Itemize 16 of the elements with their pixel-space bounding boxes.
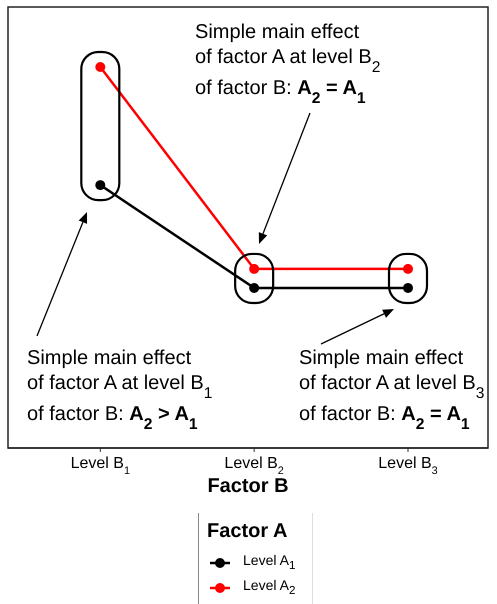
- text: Simple main effect of factor A at level B$_{3}$ of factor B: A$_{2}$ = A$_{1}$: [299, 347, 484, 432]
- legend-label: Level A$_{2}$: [243, 576, 296, 599]
- x-tick-label: Level B$_{3}$: [378, 455, 438, 477]
- legend-label: Level A$_{1}$: [243, 551, 296, 574]
- point: [95, 180, 106, 190]
- x-axis-title: Factor B: [207, 475, 289, 497]
- point: [403, 264, 413, 274]
- point: [249, 264, 260, 274]
- x-tick-label: Level B$_{2}$: [224, 455, 284, 477]
- point: [95, 62, 106, 72]
- point: [249, 282, 260, 293]
- text: Simple main effect of factor A at level B$_{1}$ of factor B: A$_{2}$ > A$_{1}$: [27, 347, 212, 432]
- legend-title: Factor A: [207, 520, 288, 542]
- text: Simple main effect of factor A at level B$_{2}$ of factor B: A$_{2}$ = A$_{1}$: [195, 21, 380, 106]
- x-tick-label: Level B$_{1}$: [70, 455, 130, 477]
- point: [403, 282, 413, 293]
